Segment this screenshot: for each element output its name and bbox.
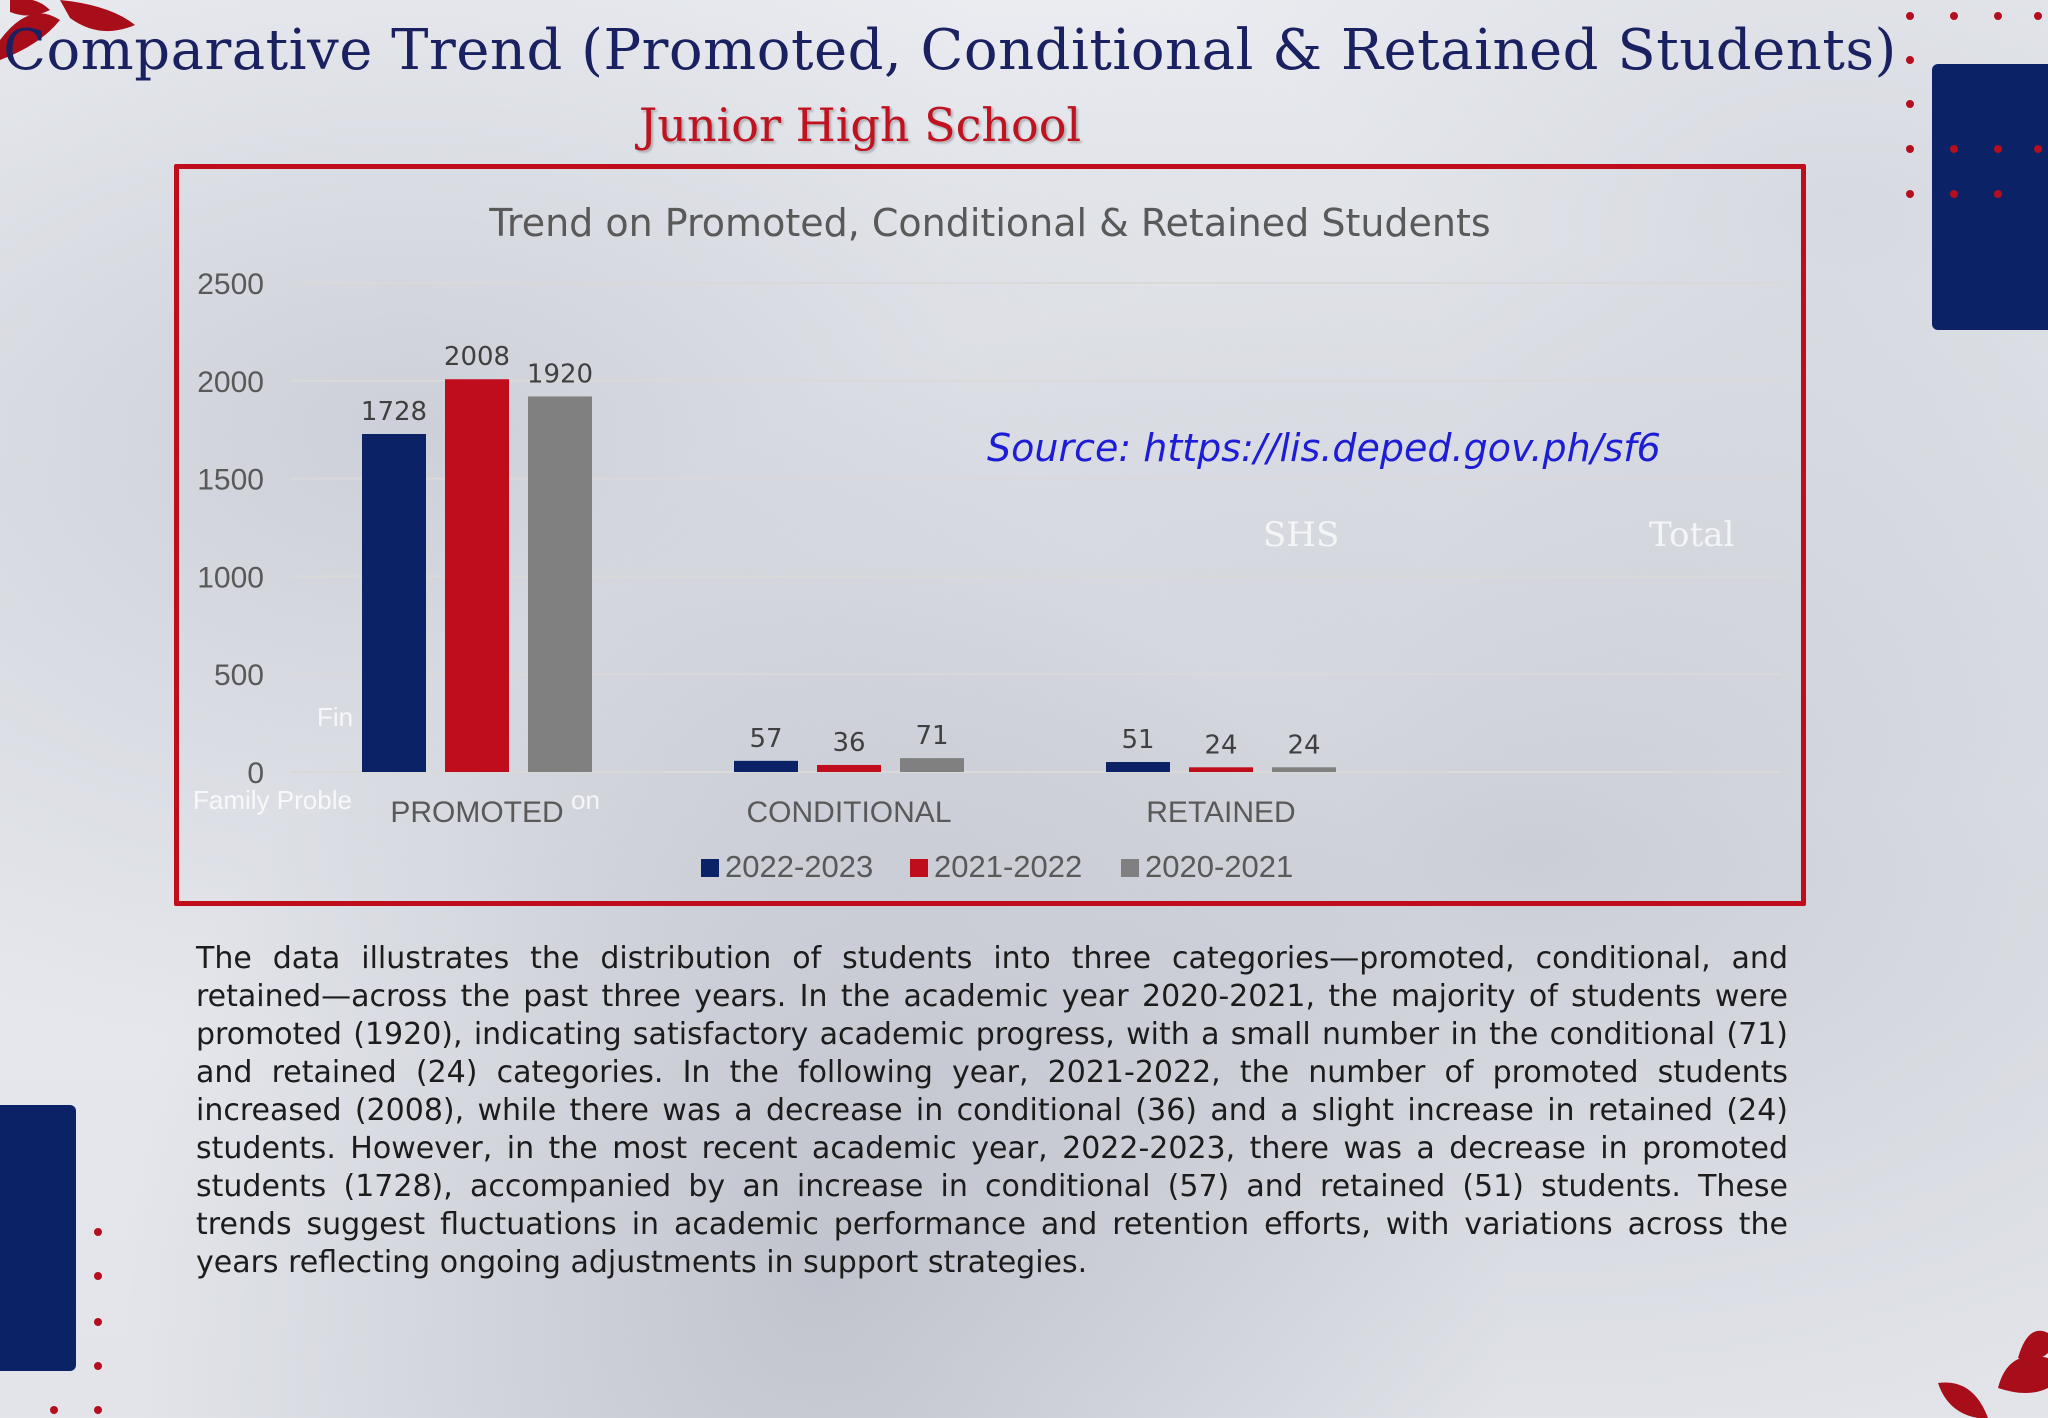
y-axis-ticks: 0 500 1000 1500 2000 2500 xyxy=(197,268,264,790)
y-tick-label: 1000 xyxy=(197,561,264,594)
decor-dot xyxy=(94,1228,102,1236)
bar xyxy=(734,760,798,772)
decor-dot xyxy=(2034,12,2042,20)
decor-dot xyxy=(1906,190,1914,198)
decor-dot xyxy=(1994,190,2002,198)
bar xyxy=(528,396,592,772)
y-tick-label: 2500 xyxy=(197,268,264,301)
background-fragment-on: on xyxy=(571,785,600,815)
legend-swatch xyxy=(1121,859,1139,877)
data-label: 51 xyxy=(1121,725,1154,755)
legend-entry: 2021-2022 xyxy=(934,849,1082,884)
data-label: 2008 xyxy=(444,342,510,372)
legend: 2022-2023 2021-2022 2020-2021 xyxy=(701,849,1293,884)
gridlines xyxy=(291,282,1781,773)
decor-navy-block-right xyxy=(1932,64,2048,330)
bar-chart: Trend on Promoted, Conditional & Retaine… xyxy=(193,201,1781,884)
decor-flower-top-left xyxy=(0,0,135,60)
decor-dot xyxy=(1950,145,1958,153)
bar xyxy=(900,758,964,772)
category-labels: PROMOTED CONDITIONAL RETAINED xyxy=(390,796,1295,829)
bar xyxy=(1272,767,1336,772)
decor-dot xyxy=(1906,145,1914,153)
decor-dot xyxy=(1950,12,1958,20)
bar xyxy=(445,379,509,772)
background-fragments: SHS Total Fin Family Proble on xyxy=(193,515,1734,815)
decor-dot xyxy=(1994,145,2002,153)
data-label: 71 xyxy=(915,721,948,751)
background-fragment-fin: Fin xyxy=(317,702,353,732)
page-subtitle: Junior High School xyxy=(638,98,1082,152)
legend-entry: 2020-2021 xyxy=(1145,849,1293,884)
background-fragment-total: Total xyxy=(1649,515,1734,555)
data-label: 36 xyxy=(832,728,865,758)
page-title: Comparative Trend (Promoted, Conditional… xyxy=(3,18,1897,83)
decor-dot xyxy=(94,1318,102,1326)
category-label: RETAINED xyxy=(1146,796,1295,829)
decor-dot xyxy=(2034,145,2042,153)
decor-dot xyxy=(1906,12,1914,20)
y-tick-label: 0 xyxy=(247,757,264,790)
source-citation: Source: https://lis.deped.gov.ph/sf6 xyxy=(987,426,1661,470)
decor-dot xyxy=(50,1406,58,1414)
y-tick-label: 1500 xyxy=(197,464,264,497)
bar xyxy=(817,764,881,772)
description-paragraph: The data illustrates the distribution of… xyxy=(196,941,1788,1280)
chart-frame: Trend on Promoted, Conditional & Retaine… xyxy=(174,164,1806,906)
decor-dot xyxy=(1950,190,1958,198)
legend-swatch xyxy=(701,859,719,877)
data-label: 1728 xyxy=(361,397,427,427)
data-label: 1920 xyxy=(527,359,593,389)
decor-dot xyxy=(94,1362,102,1370)
category-label: CONDITIONAL xyxy=(746,796,951,829)
bar xyxy=(1106,762,1170,772)
decor-dot xyxy=(94,1272,102,1280)
data-label: 57 xyxy=(749,724,782,754)
decor-dot xyxy=(94,1406,102,1414)
data-label: 24 xyxy=(1204,730,1237,760)
legend-swatch xyxy=(910,859,928,877)
y-tick-label: 500 xyxy=(214,659,264,692)
decor-navy-block-left xyxy=(0,1105,76,1371)
bar xyxy=(362,434,426,772)
decor-dot xyxy=(1906,56,1914,64)
decor-flower-bottom-right xyxy=(1938,1330,2048,1418)
legend-entry: 2022-2023 xyxy=(725,849,873,884)
background-fragment-shs: SHS xyxy=(1263,515,1339,555)
category-label: PROMOTED xyxy=(390,796,563,829)
decor-dot xyxy=(1906,100,1914,108)
background-fragment-family-problem: Family Proble xyxy=(193,785,352,815)
data-label: 24 xyxy=(1287,730,1320,760)
decor-dot xyxy=(1994,12,2002,20)
bar xyxy=(1189,767,1253,772)
bars: 1728 2008 1920 57 36 71 51 24 24 xyxy=(361,342,1336,772)
chart-title: Trend on Promoted, Conditional & Retaine… xyxy=(488,201,1490,245)
y-tick-label: 2000 xyxy=(197,366,264,399)
